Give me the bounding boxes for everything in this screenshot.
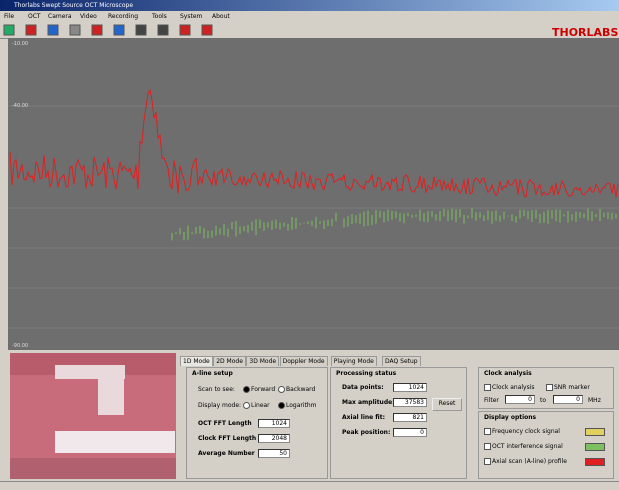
field-label: OCT FFT Length bbox=[198, 420, 252, 427]
menu-item[interactable]: File bbox=[4, 13, 14, 20]
tab[interactable]: 1D Mode bbox=[180, 356, 213, 366]
field-label: Average Number bbox=[198, 450, 255, 457]
field-label: Max amplitude: bbox=[342, 399, 395, 406]
tab[interactable]: Playing Mode bbox=[331, 356, 377, 366]
checkbox[interactable] bbox=[546, 384, 553, 391]
axis-label: -10.00 bbox=[12, 41, 28, 47]
checkbox[interactable] bbox=[484, 384, 491, 391]
menu-item[interactable]: System bbox=[180, 13, 202, 20]
tool-icon bbox=[26, 25, 36, 35]
readout: 37583 bbox=[393, 398, 427, 407]
readout: 0 bbox=[393, 428, 427, 437]
radio[interactable] bbox=[278, 402, 285, 409]
toolbar bbox=[0, 22, 619, 39]
readout: 1024 bbox=[393, 383, 427, 392]
color-swatch[interactable] bbox=[585, 458, 605, 466]
tool-icon bbox=[136, 25, 146, 35]
spin-input[interactable]: 1024 bbox=[258, 419, 290, 428]
toolbar-icons bbox=[0, 22, 260, 38]
tool-icon bbox=[48, 25, 58, 35]
checkbox-label[interactable]: Axial scan (A-line) profile bbox=[492, 458, 567, 465]
label: to bbox=[540, 397, 546, 404]
checkbox-label[interactable]: OCT interference signal bbox=[492, 443, 563, 450]
signal-plot: -10.00 -40.00 -90.00 bbox=[0, 38, 619, 350]
label: MHz bbox=[588, 397, 601, 404]
status-bar bbox=[0, 481, 619, 490]
checkbox-label[interactable]: Clock analysis bbox=[492, 384, 535, 391]
menu-item[interactable]: Video bbox=[80, 13, 97, 20]
tool-icon bbox=[70, 25, 80, 35]
field-label: Clock FFT Length bbox=[198, 435, 256, 442]
label: Filter bbox=[484, 397, 499, 404]
radio[interactable] bbox=[243, 402, 250, 409]
color-swatch[interactable] bbox=[585, 428, 605, 436]
group-title: A-line setup bbox=[192, 370, 233, 377]
menu-item[interactable]: OCT bbox=[28, 13, 41, 20]
camera-view bbox=[10, 353, 176, 479]
label: Display mode: bbox=[198, 402, 241, 409]
field-label: Axial line fit: bbox=[342, 414, 385, 421]
input[interactable]: 0 bbox=[505, 395, 535, 404]
axis-label: -90.00 bbox=[12, 343, 28, 349]
label: Scan to see: bbox=[198, 386, 235, 393]
window-title: Thorlabs Swept Source OCT Microscope bbox=[14, 2, 133, 9]
checkbox[interactable] bbox=[484, 428, 491, 435]
color-swatch[interactable] bbox=[585, 443, 605, 451]
group-title: Clock analysis bbox=[484, 370, 532, 377]
radio-label[interactable]: Backward bbox=[286, 386, 315, 393]
field-label: Data points: bbox=[342, 384, 384, 391]
axis-label: -40.00 bbox=[12, 103, 28, 109]
radio-label[interactable]: Logarithm bbox=[286, 402, 317, 409]
tab[interactable]: Doppler Mode bbox=[280, 356, 328, 366]
tab[interactable]: 2D Mode bbox=[213, 356, 246, 366]
input[interactable]: 0 bbox=[553, 395, 583, 404]
tool-icon bbox=[92, 25, 102, 35]
tool-icon bbox=[158, 25, 168, 35]
app-window: Thorlabs Swept Source OCT Microscope THO… bbox=[0, 0, 619, 490]
plot-background bbox=[8, 38, 619, 350]
tool-icon bbox=[202, 25, 212, 35]
tool-icon bbox=[114, 25, 124, 35]
tool-icon bbox=[180, 25, 190, 35]
spin-input[interactable]: 2048 bbox=[258, 434, 290, 443]
reset-button[interactable]: Reset bbox=[432, 398, 462, 411]
menu-item[interactable]: Tools bbox=[152, 13, 167, 20]
radio-label[interactable]: Linear bbox=[251, 402, 270, 409]
readout: 821 bbox=[393, 413, 427, 422]
spin-input[interactable]: 50 bbox=[258, 449, 290, 458]
radio[interactable] bbox=[278, 386, 285, 393]
tool-icon bbox=[4, 25, 14, 35]
field-label: Peak position: bbox=[342, 429, 390, 436]
group-title: Display options bbox=[484, 414, 536, 421]
menu-item[interactable]: About bbox=[212, 13, 230, 20]
tab[interactable]: DAQ Setup bbox=[382, 356, 421, 366]
checkbox[interactable] bbox=[484, 458, 491, 465]
menu-item[interactable]: Camera bbox=[48, 13, 72, 20]
checkbox[interactable] bbox=[484, 443, 491, 450]
radio[interactable] bbox=[243, 386, 250, 393]
menu-item[interactable]: Recording bbox=[108, 13, 138, 20]
radio-label[interactable]: Forward bbox=[251, 386, 275, 393]
group-title: Processing status bbox=[336, 370, 396, 377]
checkbox-label[interactable]: SNR marker bbox=[554, 384, 590, 391]
checkbox-label[interactable]: Frequency clock signal bbox=[492, 428, 560, 435]
tab[interactable]: 3D Mode bbox=[246, 356, 279, 366]
